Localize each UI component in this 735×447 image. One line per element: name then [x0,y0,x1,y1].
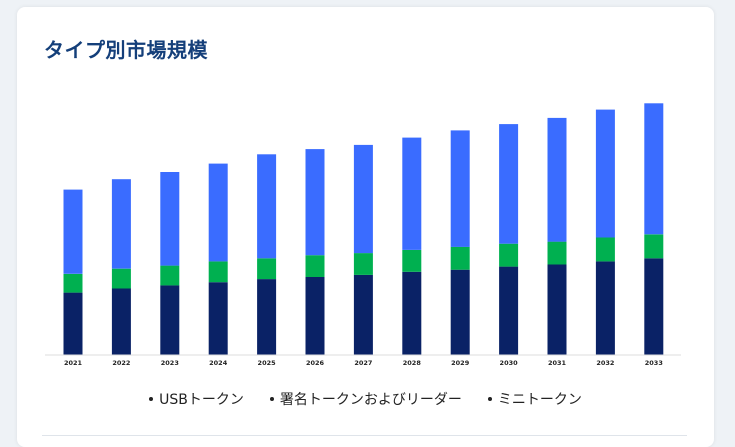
legend-bullet-icon [487,397,492,401]
bar-segment-2031-s2[interactable] [547,117,567,242]
bar-segment-2032-s1[interactable] [595,237,615,262]
bar-segment-2024-s1[interactable] [208,261,228,283]
bar-segment-2022-s2[interactable] [111,179,131,269]
bar-segment-2023-s2[interactable] [160,172,180,266]
legend-bullet-icon [269,397,274,401]
chart-title: タイプ別市場規模 [44,38,208,62]
x-tick-label: 2027 [354,359,372,367]
x-tick-label: 2028 [403,359,422,367]
bar-segment-2033-s1[interactable] [644,234,664,259]
legend-item-mini[interactable]: ミニトークン [487,389,582,409]
x-tick-label: 2025 [258,359,277,367]
bar-segment-2021-s1[interactable] [63,273,83,293]
legend-label: USBトークン [159,392,244,408]
x-tick-label: 2031 [548,359,567,367]
bar-segment-2022-s0[interactable] [111,288,131,355]
bar-segment-2030-s1[interactable] [499,243,519,267]
bar-segment-2027-s2[interactable] [353,144,373,254]
legend-item-signing[interactable]: 署名トークンおよびリーダー [269,389,462,409]
x-tick-label: 2021 [64,359,83,367]
x-tick-labels: 2021 2022 2023 2024 2025 2026 2027 2028 2029 2030… [64,359,663,367]
bar-segment-2028-s0[interactable] [402,271,422,355]
bar-segment-2033-s2[interactable] [644,103,664,235]
stacked-bar-chart: 2021 2022 2023 2024 2025 2026 2027 2028 2029 2030… [45,103,681,367]
x-tick-label: 2023 [161,359,179,367]
bar-segment-2029-s0[interactable] [450,269,470,355]
bar-segment-2029-s2[interactable] [450,130,470,247]
bar-segment-2026-s2[interactable] [305,149,325,256]
divider [42,435,687,436]
x-tick-label: 2024 [209,359,228,367]
bar-segment-2032-s2[interactable] [595,109,615,238]
x-tick-label: 2032 [596,359,614,367]
bar-segment-2021-s0[interactable] [63,292,83,355]
bar-segment-2031-s0[interactable] [547,264,567,356]
legend-item-usb[interactable]: USBトークン [149,389,244,409]
bar-segment-2027-s1[interactable] [353,253,373,275]
legend: USBトークン 署名トークンおよびリーダー ミニトークン [17,389,714,409]
bar-segment-2022-s1[interactable] [111,268,131,289]
bar-segment-2025-s2[interactable] [257,154,277,259]
bar-segment-2025-s1[interactable] [257,258,277,280]
x-tick-label: 2029 [451,359,470,367]
legend-label: 署名トークンおよびリーダー [279,392,462,408]
bar-segment-2032-s0[interactable] [595,261,615,355]
chart-card: タイプ別市場規模 2021 2022 2023 2024 2025 2026 2027 202… [17,7,714,447]
bars-group [63,103,664,356]
bar-segment-2030-s2[interactable] [499,124,519,244]
legend-label: ミニトークン [497,392,582,408]
bar-segment-2024-s0[interactable] [208,282,228,355]
bar-segment-2024-s2[interactable] [208,163,228,262]
bar-segment-2031-s1[interactable] [547,241,567,265]
x-tick-label: 2026 [306,359,325,367]
bar-segment-2028-s1[interactable] [402,250,422,272]
bar-segment-2027-s0[interactable] [353,274,373,355]
x-tick-label: 2022 [112,359,130,367]
bar-segment-2021-s2[interactable] [63,189,83,274]
bar-segment-2033-s0[interactable] [644,258,664,355]
bar-segment-2028-s2[interactable] [402,137,422,250]
bar-segment-2029-s1[interactable] [450,246,470,270]
bar-segment-2025-s0[interactable] [257,279,277,355]
x-tick-label: 2033 [645,359,663,367]
legend-bullet-icon [149,397,154,401]
x-tick-label: 2030 [500,359,519,367]
bar-segment-2030-s0[interactable] [499,266,519,355]
bar-segment-2026-s0[interactable] [305,277,325,355]
bar-segment-2023-s1[interactable] [160,265,180,286]
bar-segment-2026-s1[interactable] [305,255,325,277]
bar-segment-2023-s0[interactable] [160,285,180,355]
